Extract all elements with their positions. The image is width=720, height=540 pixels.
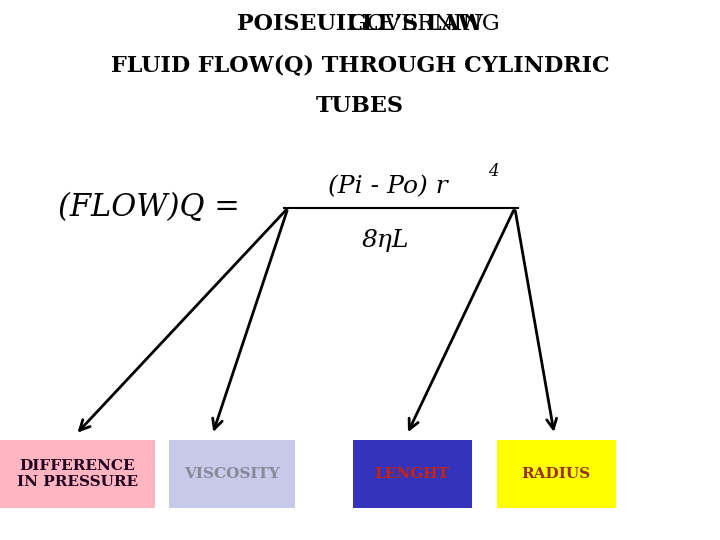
Text: LENGHT: LENGHT [375, 467, 449, 481]
FancyBboxPatch shape [353, 440, 472, 508]
Text: (FLOW)Q =: (FLOW)Q = [58, 192, 249, 224]
Text: POISEUILLE’S LAW: POISEUILLE’S LAW [237, 14, 483, 36]
Text: VISCOSITY: VISCOSITY [184, 467, 280, 481]
Text: GOVERNING: GOVERNING [221, 14, 499, 36]
Text: 4: 4 [488, 163, 499, 180]
Text: FLUID FLOW(Q) THROUGH CYLINDRIC: FLUID FLOW(Q) THROUGH CYLINDRIC [111, 54, 609, 76]
Text: (Pi - Po) r: (Pi - Po) r [328, 175, 447, 198]
Text: DIFFERENCE
IN PRESSURE: DIFFERENCE IN PRESSURE [17, 459, 138, 489]
FancyBboxPatch shape [0, 440, 155, 508]
FancyBboxPatch shape [497, 440, 616, 508]
Text: 8ηL: 8ηL [361, 230, 409, 253]
FancyBboxPatch shape [169, 440, 295, 508]
Text: RADIUS: RADIUS [521, 467, 591, 481]
Text: TUBES: TUBES [316, 94, 404, 117]
